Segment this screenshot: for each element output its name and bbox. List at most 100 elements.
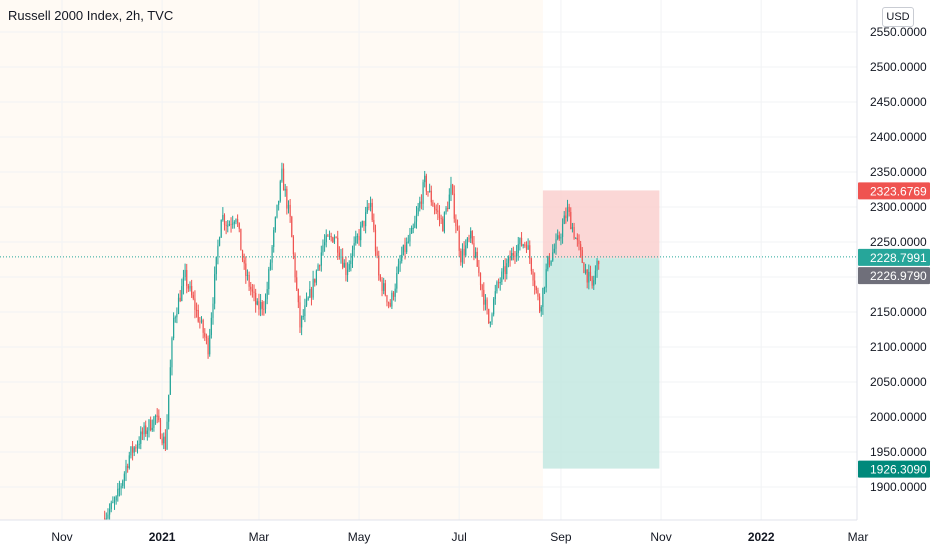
candle-body [127, 465, 129, 468]
candle-body [314, 278, 316, 283]
candle-body [145, 425, 147, 434]
candle-body [304, 305, 306, 316]
candle-body [356, 236, 359, 238]
candle-body [220, 220, 222, 238]
y-tick-label: 2250.0000 [870, 235, 927, 249]
candle-body [593, 280, 595, 286]
candle-body [542, 287, 544, 307]
candle-body [169, 367, 171, 395]
candle-body [424, 175, 426, 183]
candle-body [310, 289, 313, 298]
candle-body [281, 168, 283, 182]
candle-body [301, 316, 303, 328]
chart-title: Russell 2000 Index, 2h, TVC [8, 8, 174, 23]
candle-body [575, 238, 577, 240]
candle-body [184, 270, 186, 278]
price-badge-label: 2323.6769 [870, 184, 927, 198]
candle-body [491, 314, 493, 322]
candle-body [404, 244, 406, 252]
candle-body [225, 224, 227, 226]
candle-body [312, 278, 314, 298]
candle-body [135, 447, 137, 449]
candle-body [117, 488, 119, 497]
candle-body [332, 237, 334, 243]
candle-body [389, 302, 391, 307]
candle-body [279, 181, 281, 201]
candle-body [379, 275, 381, 280]
candle-body [378, 255, 380, 276]
candle-body [369, 202, 372, 208]
currency-button[interactable]: USD [882, 7, 914, 27]
candle-body [130, 446, 132, 456]
stop-loss-zone[interactable] [542, 190, 660, 259]
candle-body [532, 271, 534, 281]
candle-body [174, 317, 176, 319]
candle-body [237, 219, 239, 223]
candle-body [448, 194, 450, 210]
candle-body [158, 415, 160, 421]
candle-body [153, 417, 155, 428]
candle-body [430, 190, 432, 203]
candle-body [148, 419, 150, 431]
candle-body [276, 204, 278, 218]
take-profit-zone[interactable] [542, 258, 660, 469]
candle-body [483, 289, 485, 305]
candle-body [427, 191, 429, 193]
candle-body [450, 184, 452, 195]
candle-body [189, 286, 191, 289]
candle-body [447, 207, 449, 210]
candle-body [509, 256, 511, 261]
candle-body [266, 289, 268, 300]
candle-body [429, 190, 431, 192]
candle-body [286, 188, 288, 209]
candle-body [146, 430, 148, 434]
candle-body [128, 455, 130, 468]
candle-body [246, 274, 249, 276]
candle-body [555, 239, 557, 249]
candle-body [110, 502, 112, 510]
candle-body [250, 286, 252, 290]
candle-body [506, 263, 508, 275]
candle-body [576, 238, 578, 240]
candle-body [322, 245, 324, 253]
candle-body [547, 256, 549, 270]
candle-body [164, 436, 166, 450]
candle-body [420, 201, 423, 204]
candle-body [520, 237, 523, 246]
candle-body [463, 248, 465, 256]
candle-body [214, 274, 216, 304]
candle-body [108, 509, 111, 515]
candle-body [195, 309, 198, 311]
candle-body [223, 215, 226, 225]
candle-body [197, 309, 199, 322]
candle-body [358, 236, 360, 241]
candle-body [243, 260, 245, 264]
candle-body [529, 245, 531, 259]
candle-body [327, 235, 329, 237]
y-tick-label: 2500.0000 [870, 60, 927, 74]
y-tick-label: 2000.0000 [870, 410, 927, 424]
candle-body [269, 262, 272, 270]
candle-body [166, 421, 168, 450]
candle-body [217, 245, 219, 257]
candle-body [425, 175, 427, 192]
candle-body [187, 285, 189, 289]
candle-body [113, 500, 116, 503]
candle-body [452, 184, 454, 194]
candle-body [210, 317, 212, 335]
x-tick-label: May [348, 530, 371, 544]
candle-body [228, 223, 231, 226]
candle-body [150, 419, 152, 431]
candle-body [199, 321, 201, 323]
candle-body [125, 465, 127, 474]
candle-body [218, 237, 221, 246]
time-axis-panel[interactable] [0, 520, 857, 550]
candle-body [284, 188, 286, 191]
candle-body [209, 334, 211, 355]
candle-body [476, 251, 478, 267]
candle-body [474, 251, 477, 258]
candle-body [440, 218, 442, 220]
candle-body [366, 206, 368, 213]
